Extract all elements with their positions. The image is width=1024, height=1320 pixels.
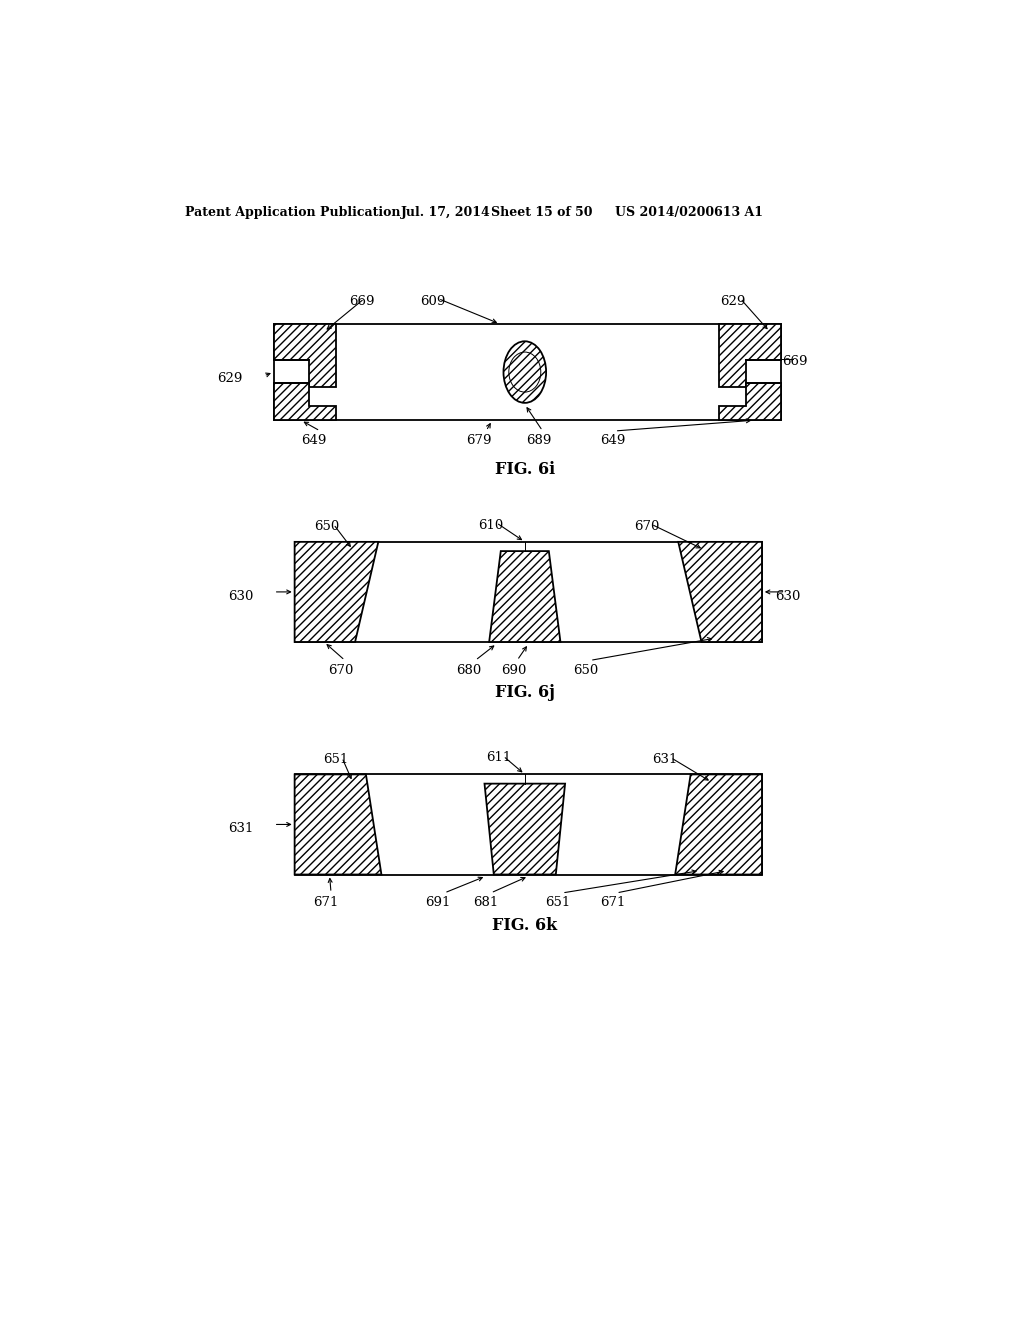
- Text: FIG. 6j: FIG. 6j: [495, 684, 555, 701]
- Bar: [295, 541, 762, 642]
- Text: 630: 630: [228, 590, 254, 603]
- Text: 691: 691: [425, 896, 451, 909]
- Text: 649: 649: [600, 434, 625, 447]
- Polygon shape: [719, 383, 781, 420]
- Text: 611: 611: [485, 751, 511, 764]
- Polygon shape: [678, 543, 762, 642]
- Text: 670: 670: [635, 520, 659, 533]
- Polygon shape: [273, 383, 336, 420]
- Text: US 2014/0200613 A1: US 2014/0200613 A1: [614, 206, 763, 219]
- Text: Sheet 15 of 50: Sheet 15 of 50: [490, 206, 592, 219]
- Text: 680: 680: [457, 664, 481, 677]
- Text: Patent Application Publication: Patent Application Publication: [184, 206, 400, 219]
- Text: 650: 650: [313, 520, 339, 533]
- Polygon shape: [489, 552, 560, 642]
- Text: 631: 631: [652, 752, 678, 766]
- Text: 679: 679: [466, 434, 492, 447]
- Text: 651: 651: [546, 896, 570, 909]
- Text: FIG. 6i: FIG. 6i: [495, 461, 555, 478]
- Ellipse shape: [504, 342, 546, 403]
- Bar: [273, 323, 781, 420]
- Polygon shape: [675, 775, 762, 875]
- Text: 629: 629: [217, 372, 243, 384]
- Text: 610: 610: [478, 519, 504, 532]
- Text: 630: 630: [775, 590, 801, 603]
- Polygon shape: [719, 323, 781, 387]
- Text: 651: 651: [324, 752, 348, 766]
- Text: 649: 649: [301, 434, 327, 447]
- Text: 650: 650: [572, 664, 598, 677]
- Text: Jul. 17, 2014: Jul. 17, 2014: [400, 206, 490, 219]
- Text: 669: 669: [781, 355, 807, 368]
- Text: FIG. 6k: FIG. 6k: [493, 917, 557, 933]
- Text: 631: 631: [228, 822, 254, 836]
- Text: 671: 671: [600, 896, 625, 909]
- Polygon shape: [295, 775, 381, 875]
- Polygon shape: [295, 543, 378, 642]
- Polygon shape: [484, 784, 565, 875]
- Text: 689: 689: [526, 434, 552, 447]
- Text: 669: 669: [349, 296, 375, 309]
- Text: 671: 671: [313, 896, 338, 909]
- Text: 629: 629: [720, 296, 745, 309]
- Text: 670: 670: [329, 664, 354, 677]
- Text: 609: 609: [420, 296, 445, 309]
- Text: 690: 690: [502, 664, 526, 677]
- Bar: [295, 775, 762, 875]
- Text: 681: 681: [473, 896, 499, 909]
- Polygon shape: [273, 323, 336, 387]
